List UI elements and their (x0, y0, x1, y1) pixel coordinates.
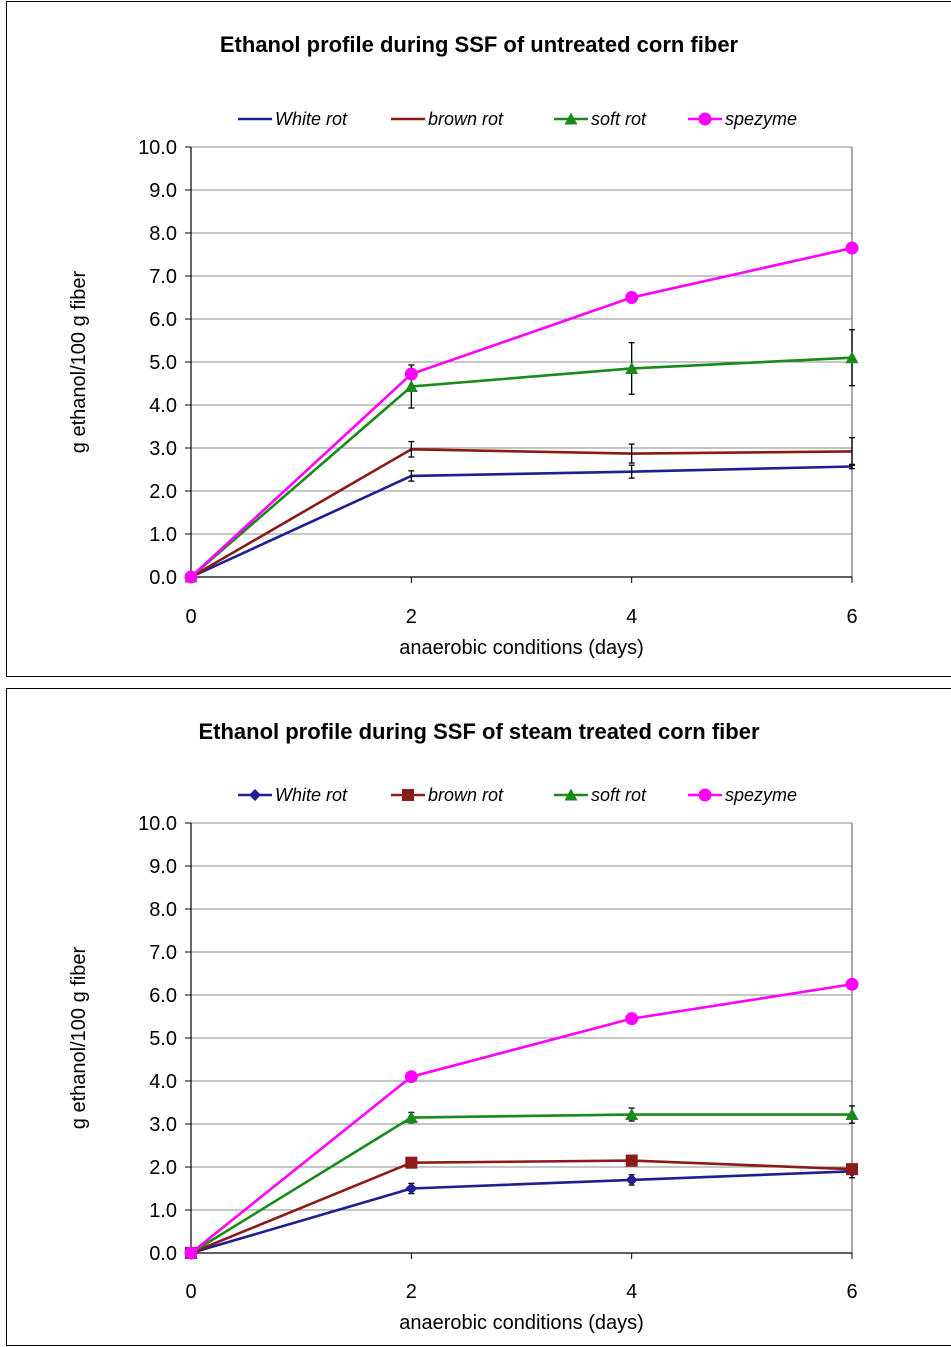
series-brown-rot (190, 437, 855, 579)
y-tick-label: 10.0 (138, 813, 177, 835)
legend-item: spezyme (688, 785, 797, 805)
y-tick-label: 2.0 (149, 481, 177, 503)
data-point (845, 977, 859, 991)
data-point (625, 361, 639, 374)
legend-item: soft rot (554, 109, 647, 129)
y-tick-label: 7.0 (149, 266, 177, 288)
y-tick-label: 1.0 (149, 524, 177, 546)
chart-panel-untreated: Ethanol profile during SSF of untreated … (6, 1, 951, 677)
legend-item: White rot (238, 785, 348, 805)
legend-item: soft rot (554, 785, 647, 805)
data-point (845, 351, 859, 364)
chart-plot-steam-treated: 0.0 1.0 2.0 3.0 4.0 5.0 6.0 7.0 8.0 9.0 10.0 0 2 4 6 an… (68, 785, 859, 1334)
data-point (625, 1012, 639, 1026)
legend-label: brown rot (428, 109, 504, 129)
y-tick-label: 0.0 (149, 1243, 177, 1265)
y-tick-label: 7.0 (149, 942, 177, 964)
chart-title: Ethanol profile during SSF of steam trea… (198, 719, 760, 744)
data-point (404, 380, 418, 393)
series-line (190, 447, 853, 579)
series-white-rot (185, 1164, 858, 1259)
data-point (404, 1070, 418, 1084)
y-tick-label: 2.0 (149, 1157, 177, 1179)
y-tick-label: 1.0 (149, 1200, 177, 1222)
data-point (625, 291, 639, 304)
y-tick-label: 6.0 (149, 309, 177, 331)
data-point (625, 1108, 639, 1121)
legend-label: spezyme (725, 785, 797, 805)
series-soft-rot (184, 1105, 859, 1259)
series-spezyme (184, 241, 859, 584)
y-tick-label: 10.0 (138, 137, 177, 159)
y-tick-label: 4.0 (149, 395, 177, 417)
legend-marker (564, 112, 578, 125)
data-point (404, 1111, 418, 1124)
y-tick-label: 8.0 (149, 899, 177, 921)
data-point (846, 1163, 858, 1176)
legend-marker (402, 789, 414, 801)
series-spezyme (184, 977, 859, 1260)
legend-item: brown rot (391, 785, 504, 805)
series-line (190, 982, 853, 1255)
data-point (404, 367, 418, 381)
data-point (625, 1154, 638, 1167)
x-tick-label: 6 (846, 606, 857, 628)
series-brown-rot (185, 1154, 858, 1259)
legend: White rot brown rot soft rot spezyme (238, 109, 797, 129)
legend-marker (564, 788, 578, 801)
y-tick-label: 0.0 (149, 567, 177, 589)
y-tick-label: 9.0 (149, 180, 177, 202)
legend-marker (698, 788, 712, 802)
y-tick-label: 5.0 (149, 352, 177, 374)
series-line (190, 465, 853, 579)
legend-marker (249, 789, 261, 801)
y-axis-title: g ethanol/100 g fiber (68, 946, 90, 1129)
legend-label: brown rot (428, 785, 504, 805)
series-white-rot (190, 463, 855, 579)
x-axis-title: anaerobic conditions (days) (399, 1312, 644, 1334)
data-point (184, 1246, 198, 1260)
y-tick-label: 5.0 (149, 1028, 177, 1050)
y-tick-label: 8.0 (149, 223, 177, 245)
y-tick-label: 9.0 (149, 856, 177, 878)
x-tick-label: 2 (406, 1281, 417, 1303)
data-point (405, 1156, 418, 1169)
legend-label: White rot (275, 785, 348, 805)
series-line (190, 1170, 853, 1255)
y-axis-title: g ethanol/100 g fiber (68, 270, 90, 453)
y-tick-label: 3.0 (149, 1114, 177, 1136)
y-tick-label: 6.0 (149, 985, 177, 1007)
x-tick-label: 2 (406, 606, 417, 628)
legend-item: spezyme (688, 109, 797, 129)
series-line (190, 356, 853, 578)
x-axis-title: anaerobic conditions (days) (399, 637, 644, 659)
chart-panel-steam-treated: Ethanol profile during SSF of steam trea… (6, 688, 951, 1346)
data-point (845, 241, 859, 255)
x-tick-label: 4 (626, 1281, 637, 1303)
data-point (184, 570, 198, 584)
y-tick-label: 3.0 (149, 438, 177, 460)
legend-label: soft rot (591, 785, 647, 805)
legend-label: spezyme (725, 109, 797, 129)
chart-plot-untreated: 0.0 1.0 2.0 3.0 4.0 5.0 6.0 7.0 8.0 9.0 10.0 0 2 4 6 an… (68, 109, 859, 659)
y-tick-label: 4.0 (149, 1071, 177, 1093)
x-tick-label: 0 (185, 606, 196, 628)
data-point (845, 1108, 859, 1121)
series-line (190, 1159, 853, 1255)
legend-label: White rot (275, 109, 348, 129)
series-soft-rot (184, 329, 859, 583)
x-tick-label: 6 (846, 1281, 857, 1303)
x-tick-label: 4 (626, 606, 637, 628)
series-line (190, 246, 853, 578)
legend-marker (698, 112, 712, 126)
series-line (190, 1113, 852, 1255)
x-tick-label: 0 (185, 1281, 196, 1303)
data-point (405, 1182, 418, 1195)
legend-item: White rot (238, 109, 348, 129)
chart-title: Ethanol profile during SSF of untreated … (219, 32, 739, 57)
legend-item: brown rot (391, 109, 504, 129)
data-point (625, 1173, 638, 1186)
legend: White rot brown rot soft rot spezyme (238, 785, 797, 805)
legend-label: soft rot (591, 109, 647, 129)
